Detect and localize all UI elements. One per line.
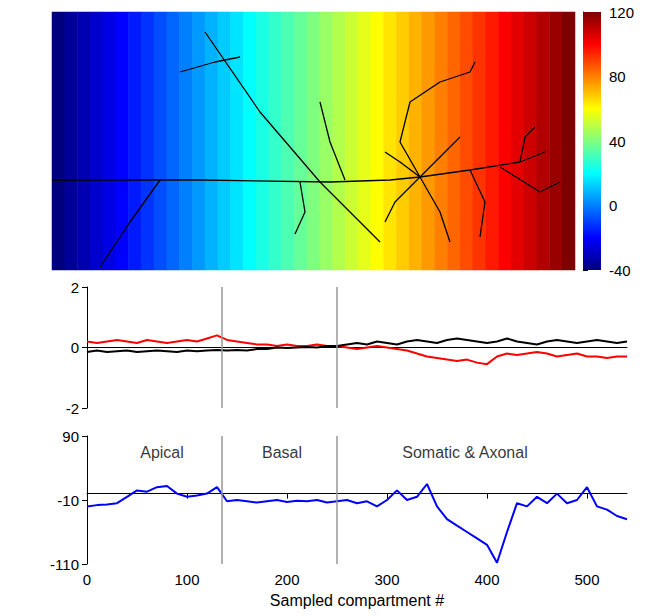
svg-text:80: 80 — [609, 68, 626, 85]
svg-text:120: 120 — [609, 4, 634, 21]
svg-text:90: 90 — [62, 428, 79, 445]
svg-text:Apical: Apical — [140, 444, 184, 461]
svg-text:-110: -110 — [50, 556, 79, 573]
svg-text:400: 400 — [474, 571, 499, 588]
svg-text:0: 0 — [71, 339, 79, 356]
svg-text:500: 500 — [574, 571, 599, 588]
svg-text:Somatic & Axonal: Somatic & Axonal — [402, 444, 527, 461]
svg-text:2: 2 — [71, 279, 79, 296]
svg-text:-2: -2 — [66, 400, 79, 417]
svg-text:0: 0 — [609, 197, 617, 214]
svg-text:40: 40 — [609, 133, 626, 150]
svg-text:200: 200 — [274, 571, 299, 588]
svg-text:-10: -10 — [57, 492, 79, 509]
svg-text:-40: -40 — [609, 262, 631, 279]
svg-text:Basal: Basal — [262, 444, 302, 461]
svg-text:0: 0 — [83, 571, 91, 588]
svg-text:100: 100 — [174, 571, 199, 588]
svg-text:Sampled compartment #: Sampled compartment # — [270, 592, 444, 609]
svg-text:300: 300 — [374, 571, 399, 588]
